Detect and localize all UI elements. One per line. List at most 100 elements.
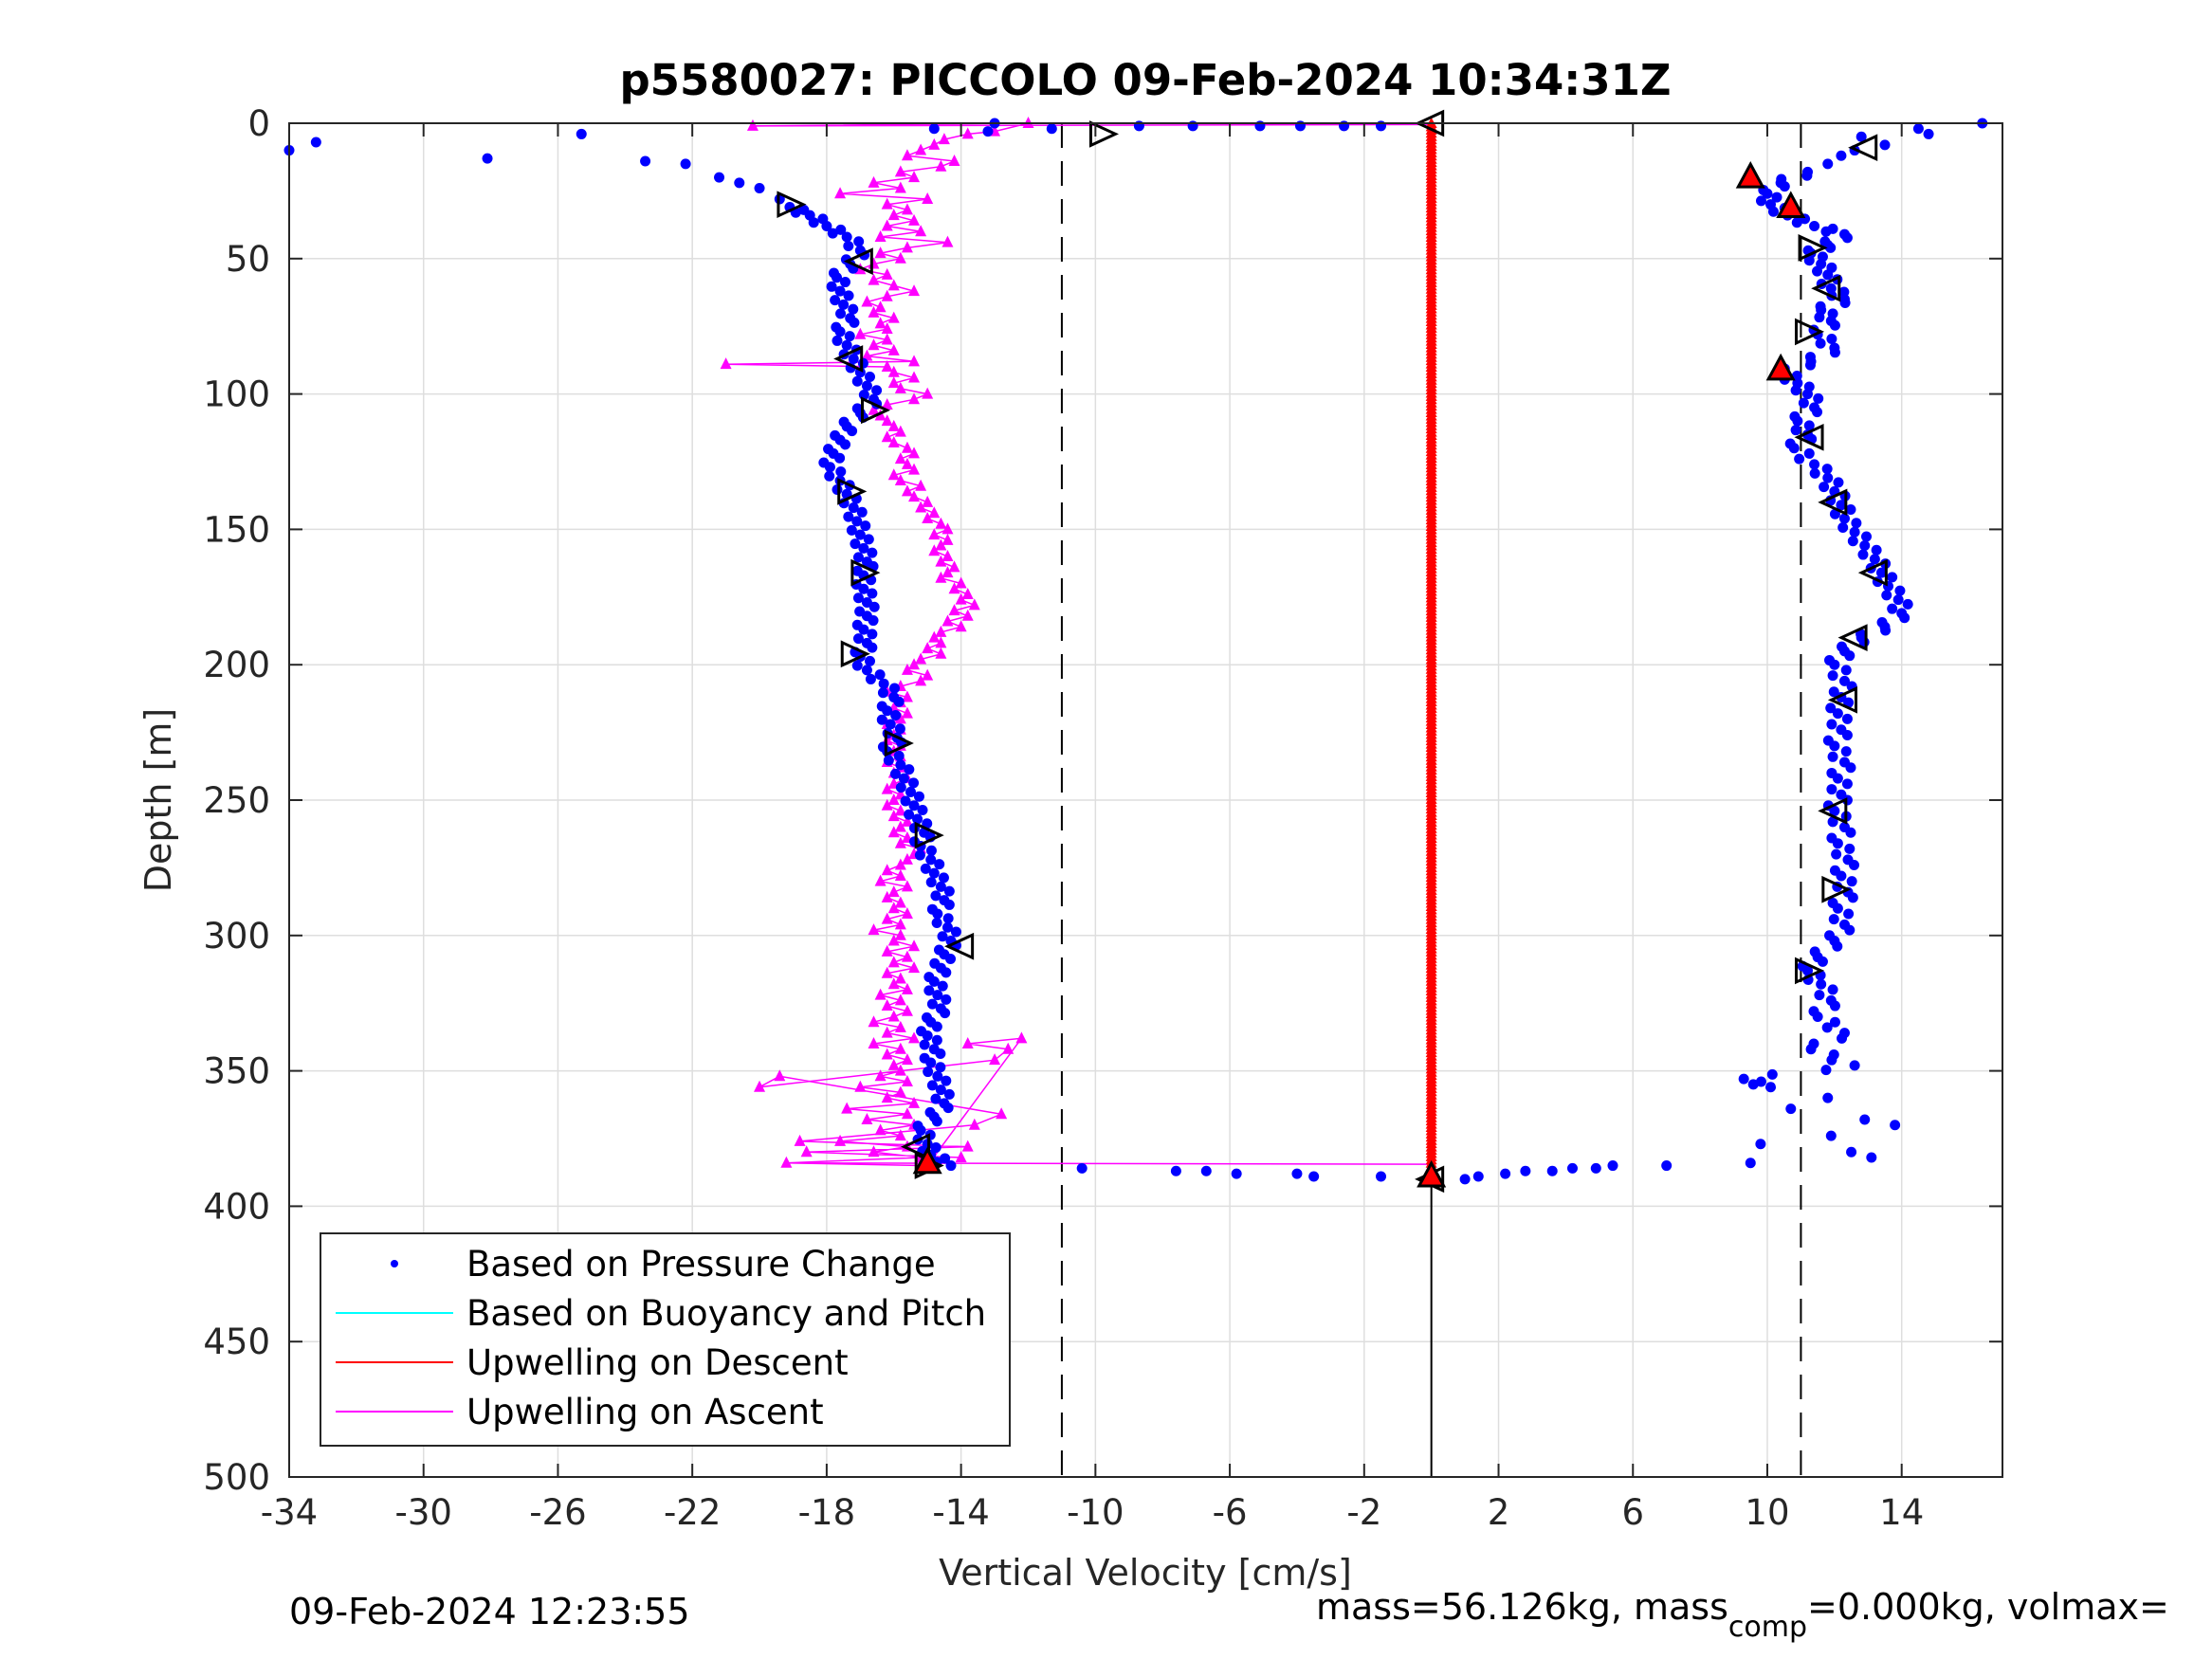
x-tick-label: 14 <box>1879 1492 1924 1533</box>
ascent-upwelling-point <box>908 371 921 383</box>
ascent-upwelling-point <box>901 457 913 469</box>
pressure-velocity-point <box>930 1093 941 1104</box>
pressure-velocity-point <box>1912 123 1924 135</box>
pressure-velocity-point <box>843 511 854 522</box>
ascent-upwelling-point <box>894 972 906 984</box>
pressure-velocity-point <box>1809 467 1820 479</box>
pressure-velocity-point <box>1767 206 1779 217</box>
pressure-velocity-point <box>935 1048 946 1060</box>
pressure-velocity-point <box>1826 334 1837 345</box>
ascent-upwelling-point <box>894 1042 906 1054</box>
pressure-velocity-point <box>941 921 953 933</box>
ascent-upwelling-point <box>901 1075 913 1087</box>
pressure-velocity-point <box>1076 1162 1088 1174</box>
pressure-velocity-point <box>928 867 940 879</box>
ascent-upwelling-point <box>908 490 921 502</box>
pressure-velocity-point <box>885 719 896 730</box>
pressure-velocity-point <box>863 534 874 545</box>
pressure-velocity-point <box>1376 1171 1387 1182</box>
pressure-velocity-point <box>1827 308 1838 319</box>
pressure-velocity-point <box>1836 500 1847 511</box>
pressure-velocity-point <box>861 380 872 392</box>
ascent-upwelling-point <box>941 566 954 578</box>
ascent-upwelling-point <box>935 571 947 583</box>
y-tick-label: 0 <box>247 103 270 144</box>
pressure-velocity-point <box>1820 226 1832 237</box>
pressure-velocity-point <box>1845 503 1856 515</box>
pressure-velocity-point <box>857 357 868 369</box>
pressure-velocity-point <box>1827 816 1838 828</box>
ascent-upwelling-point <box>881 1048 893 1060</box>
ascent-upwelling-point <box>901 706 913 719</box>
pressure-velocity-point <box>950 926 961 938</box>
pressure-velocity-point <box>1809 459 1820 470</box>
pressure-velocity-point <box>922 818 933 830</box>
ascent-upwelling-point <box>922 191 934 204</box>
pressure-velocity-point <box>714 172 725 183</box>
pressure-velocity-point <box>1747 1079 1759 1090</box>
pressure-velocity-point <box>1829 319 1840 331</box>
ascent-upwelling-point <box>754 1080 766 1092</box>
pressure-velocity-point <box>1899 612 1910 624</box>
pressure-velocity-point <box>1838 286 1850 298</box>
pressure-velocity-point <box>1849 1060 1860 1071</box>
pressure-velocity-point <box>1844 924 1856 936</box>
ascent-upwelling-point <box>961 609 974 621</box>
ascent-upwelling-point <box>935 636 947 648</box>
pressure-velocity-point <box>1825 702 1837 714</box>
pressure-velocity-point <box>900 795 911 807</box>
pressure-velocity-point <box>928 123 940 135</box>
pressure-velocity-point <box>1849 526 1860 538</box>
pressure-velocity-point <box>930 1142 941 1154</box>
event-marker-triangle <box>861 396 891 425</box>
event-marker-triangle <box>1837 624 1868 651</box>
ascent-upwelling-point <box>887 419 900 431</box>
pressure-velocity-point <box>828 267 839 279</box>
pressure-velocity-point <box>798 204 810 215</box>
ascent-upwelling-point <box>961 587 974 599</box>
pressure-velocity-point <box>874 669 886 681</box>
ascent-upwelling-point <box>968 1118 980 1130</box>
legend-marker-pressure <box>391 1260 398 1267</box>
pressure-velocity-point <box>878 678 889 689</box>
pressure-velocity-point <box>835 308 847 319</box>
pressure-velocity-point <box>923 972 935 983</box>
event-marker-red-triangle <box>1776 191 1806 219</box>
ascent-upwelling-point <box>887 902 900 914</box>
ascent-upwelling-point <box>881 360 893 373</box>
pressure-velocity-point <box>823 444 834 455</box>
pressure-velocity-point <box>1861 531 1873 542</box>
pressure-velocity-point <box>905 786 916 797</box>
event-marker-triangle <box>1794 423 1824 451</box>
pressure-velocity-point <box>1803 255 1815 266</box>
pressure-velocity-point <box>912 1121 923 1132</box>
ascent-upwelling-point <box>881 782 893 794</box>
legend-label-buoyancy: Based on Buoyancy and Pitch <box>466 1293 986 1334</box>
pressure-velocity-point <box>934 859 945 870</box>
pressure-velocity-point <box>1812 265 1823 277</box>
ascent-upwelling-point <box>887 436 900 448</box>
event-marker-triangle <box>1827 685 1857 714</box>
footer-params-suffix: =0.000kg, volmax= <box>1807 1586 2169 1628</box>
pressure-velocity-point <box>933 944 944 956</box>
event-marker-triangle <box>1818 797 1848 825</box>
ascent-upwelling-point <box>928 137 941 150</box>
ascent-upwelling-point <box>908 447 921 459</box>
pressure-velocity-point <box>1607 1160 1618 1172</box>
ascent-upwelling-point <box>901 663 913 675</box>
pressure-velocity-point <box>925 877 937 888</box>
y-axis-label: Depth [m] <box>137 708 179 893</box>
pressure-velocity-point <box>1308 1171 1320 1182</box>
ascent-upwelling-point <box>908 939 921 952</box>
pressure-velocity-point <box>852 592 864 604</box>
pressure-velocity-point <box>1824 930 1836 941</box>
pressure-velocity-point <box>931 1116 942 1127</box>
y-tick-label: 350 <box>203 1051 270 1092</box>
pressure-velocity-point <box>754 183 765 194</box>
pressure-velocity-point <box>817 213 829 225</box>
pressure-velocity-point <box>843 290 854 301</box>
pressure-velocity-point <box>937 931 948 942</box>
pressure-velocity-point <box>867 629 878 640</box>
pressure-velocity-point <box>840 439 851 450</box>
event-marker-red-triangle <box>1765 353 1796 381</box>
